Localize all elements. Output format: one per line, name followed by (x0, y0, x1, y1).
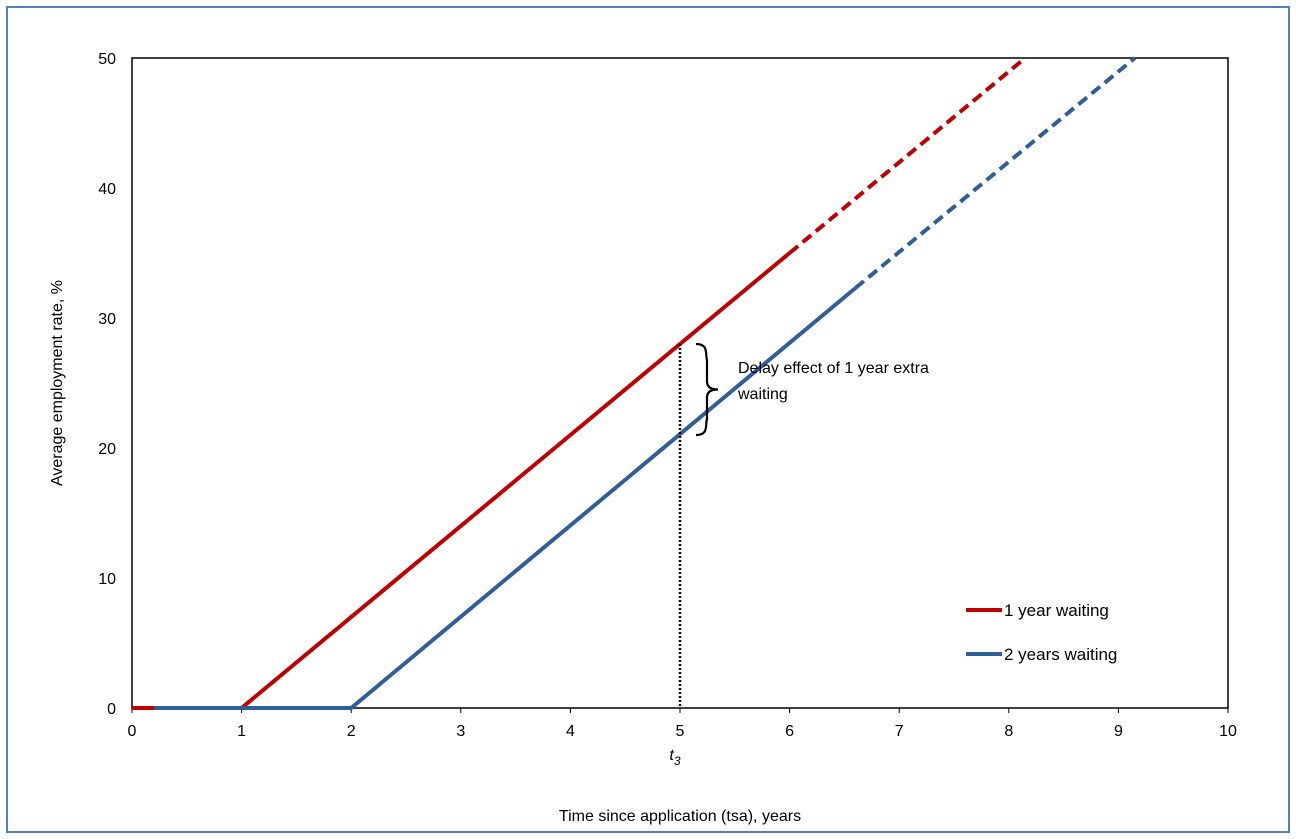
y-tick-label: 30 (98, 311, 116, 328)
series-layer (132, 56, 1137, 710)
y-tick-label: 10 (98, 571, 116, 588)
y-tick-label: 20 (98, 441, 116, 458)
x-tick-label: 10 (1219, 723, 1237, 740)
x-tick-label: 1 (237, 723, 246, 740)
x-axis-title: Time since application (tsa), years (559, 808, 801, 825)
series-one-year-dashed (788, 56, 1027, 255)
x-tick-label: 5 (676, 723, 685, 740)
series-two-years-solid (153, 286, 857, 710)
y-tick-label: 0 (107, 701, 116, 718)
x-axis-ticks: 0 1 2 3 4 5 6 7 8 9 10 (128, 708, 1237, 740)
series-one-year-solid (132, 251, 791, 710)
x-tick-label: 4 (566, 723, 575, 740)
x-tick-label: 0 (128, 723, 137, 740)
y-tick-label: 40 (98, 181, 116, 198)
x-tick-label: 8 (1004, 723, 1013, 740)
x-tick-label: 7 (895, 723, 904, 740)
annotation-layer: t3 Delay effect of 1 year extra waiting (669, 342, 929, 768)
x-tick-label: 9 (1114, 723, 1123, 740)
delay-brace (695, 342, 719, 437)
y-tick-label: 50 (98, 51, 116, 68)
x-tick-label: 3 (456, 723, 465, 740)
legend-label-2-years: 2 years waiting (1004, 645, 1117, 664)
delay-label-line1: Delay effect of 1 year extra (738, 360, 929, 377)
delay-label-line2: waiting (737, 386, 788, 403)
legend-label-1-year: 1 year waiting (1004, 601, 1109, 620)
x-tick-label: 6 (785, 723, 794, 740)
y-axis-title: Average employment rate, % (49, 280, 66, 486)
y-axis-ticks: 0 10 20 30 40 50 (98, 51, 116, 718)
chart-frame (6, 6, 1290, 833)
series-two-years-dashed (854, 56, 1137, 290)
t3-label: t3 (669, 747, 680, 768)
legend: 1 year waiting 2 years waiting (966, 601, 1117, 664)
x-tick-label: 2 (347, 723, 356, 740)
